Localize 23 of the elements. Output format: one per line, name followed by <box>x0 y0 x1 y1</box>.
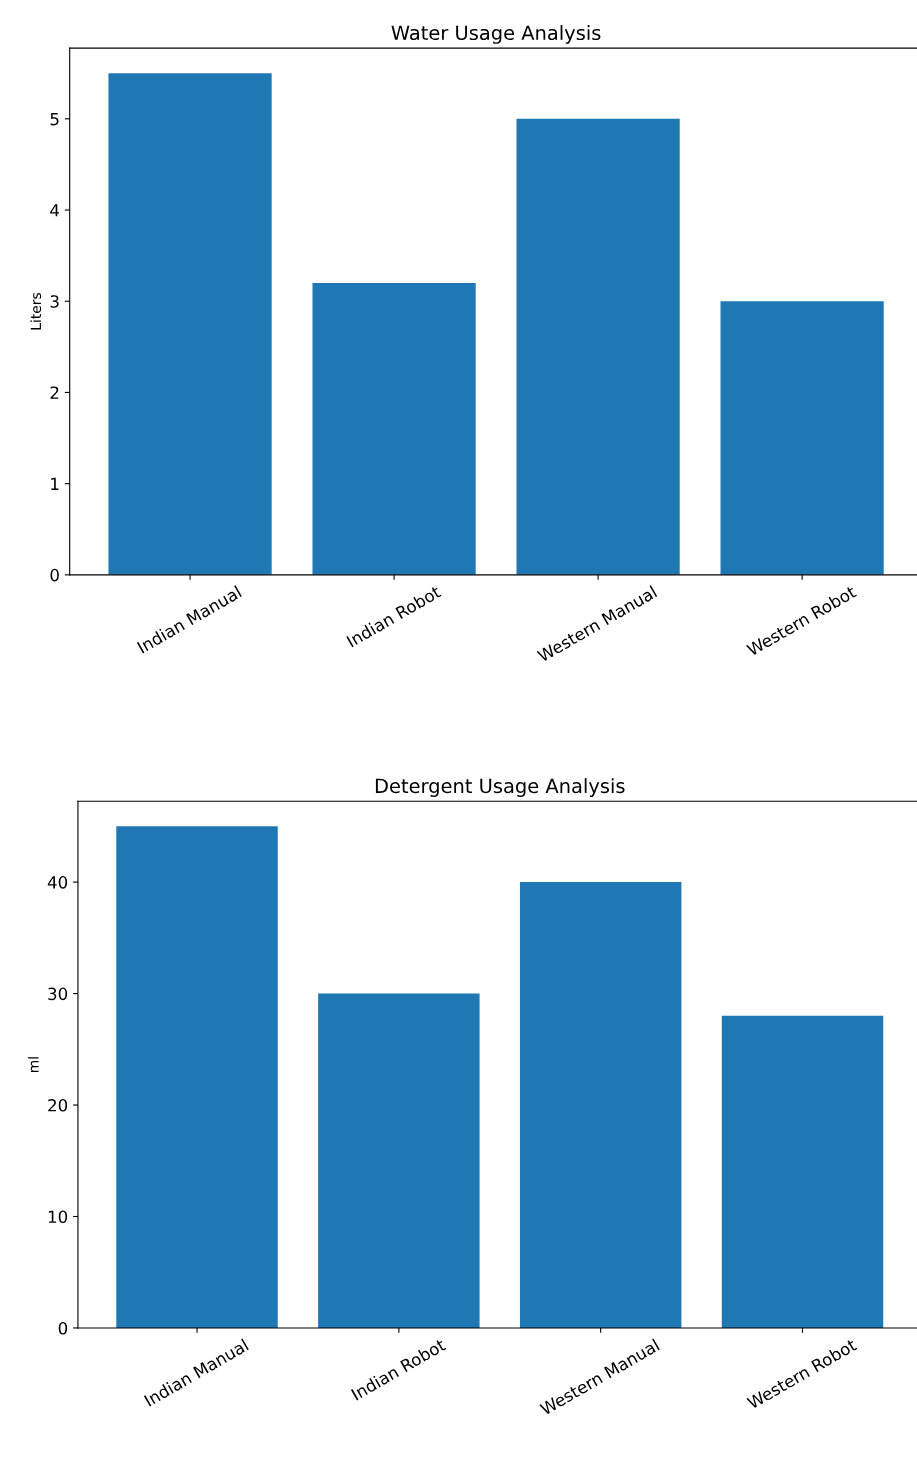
y-tick-label: 10 <box>48 1210 68 1224</box>
y-tick-label: 3 <box>50 295 59 308</box>
y-tick-label: 30 <box>48 987 68 1001</box>
y-tick-label: 1 <box>51 477 59 490</box>
y-axis-title: Liters <box>30 292 42 330</box>
y-tick-label: 0 <box>50 568 59 582</box>
chart-title: Detergent Usage Analysis <box>375 778 625 797</box>
y-axis-title: ml <box>28 1057 39 1073</box>
bar <box>318 993 480 1328</box>
y-tick-label: 40 <box>47 876 68 889</box>
bar <box>116 826 278 1328</box>
bar <box>516 118 680 575</box>
y-tick-label: 20 <box>48 1099 68 1112</box>
bar <box>108 73 272 575</box>
y-tick-label: 2 <box>50 386 59 399</box>
y-tick-label: 4 <box>50 204 60 217</box>
bar <box>519 882 682 1328</box>
bar <box>720 301 884 575</box>
bar <box>721 1015 884 1328</box>
y-tick-label: 5 <box>50 113 59 126</box>
bar <box>312 283 476 575</box>
y-tick-label: 0 <box>58 1321 68 1335</box>
chart-title: Water Usage Analysis <box>391 25 601 44</box>
